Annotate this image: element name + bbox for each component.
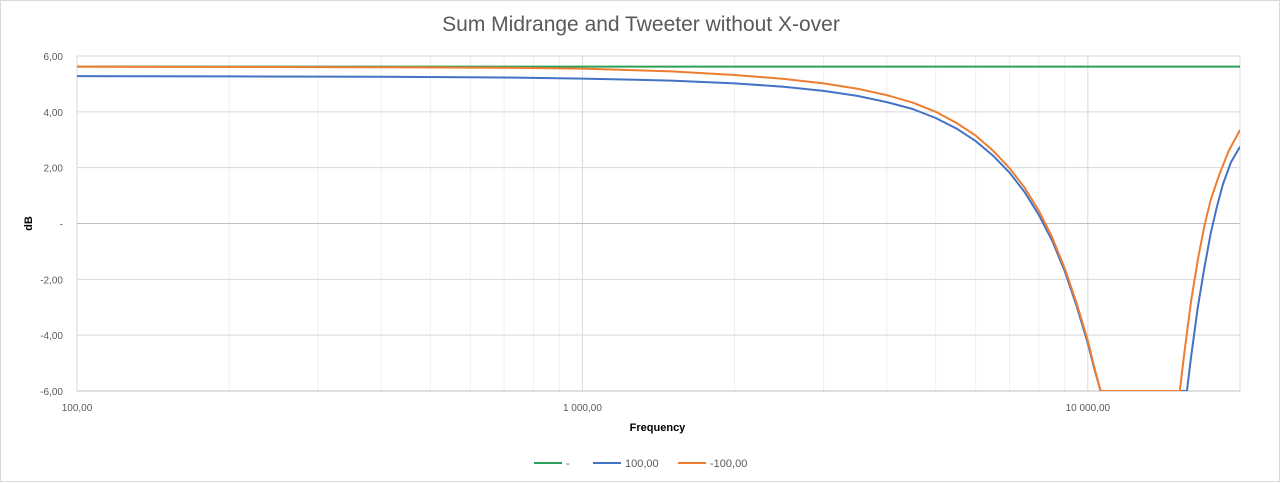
x-tick-label: 10 000,00 — [1066, 403, 1111, 414]
tick-labels: 6,00 4,00 2,00 - -2,00 -4,00 -6,00 100,00 1 000,… — [40, 52, 1110, 414]
series-line-2 — [77, 65, 1240, 391]
legend-label-0: - — [566, 458, 570, 470]
grid — [76, 55, 1241, 392]
y-tick-label: - — [60, 220, 63, 231]
x-tick-label: 100,00 — [62, 403, 93, 414]
y-tick-label: -6,00 — [40, 387, 63, 398]
y-tick-label: -2,00 — [40, 275, 63, 286]
legend-label-2: -100,00 — [710, 458, 747, 470]
y-tick-label: -4,00 — [40, 331, 63, 342]
legend: -100,00 -100,00 — [534, 458, 747, 470]
y-tick-label: 4,00 — [44, 108, 64, 119]
y-tick-label: 2,00 — [44, 164, 64, 175]
series-lines — [77, 65, 1240, 391]
x-tick-label: 1 000,00 — [563, 403, 602, 414]
series-line-1 — [77, 75, 1240, 391]
y-tick-label: 6,00 — [44, 52, 64, 63]
y-axis-title: dB — [23, 216, 35, 231]
x-axis-title: Frequency — [630, 422, 687, 434]
chart-title: Sum Midrange and Tweeter without X-over — [442, 13, 840, 36]
legend-label-1: 100,00 — [625, 458, 659, 470]
